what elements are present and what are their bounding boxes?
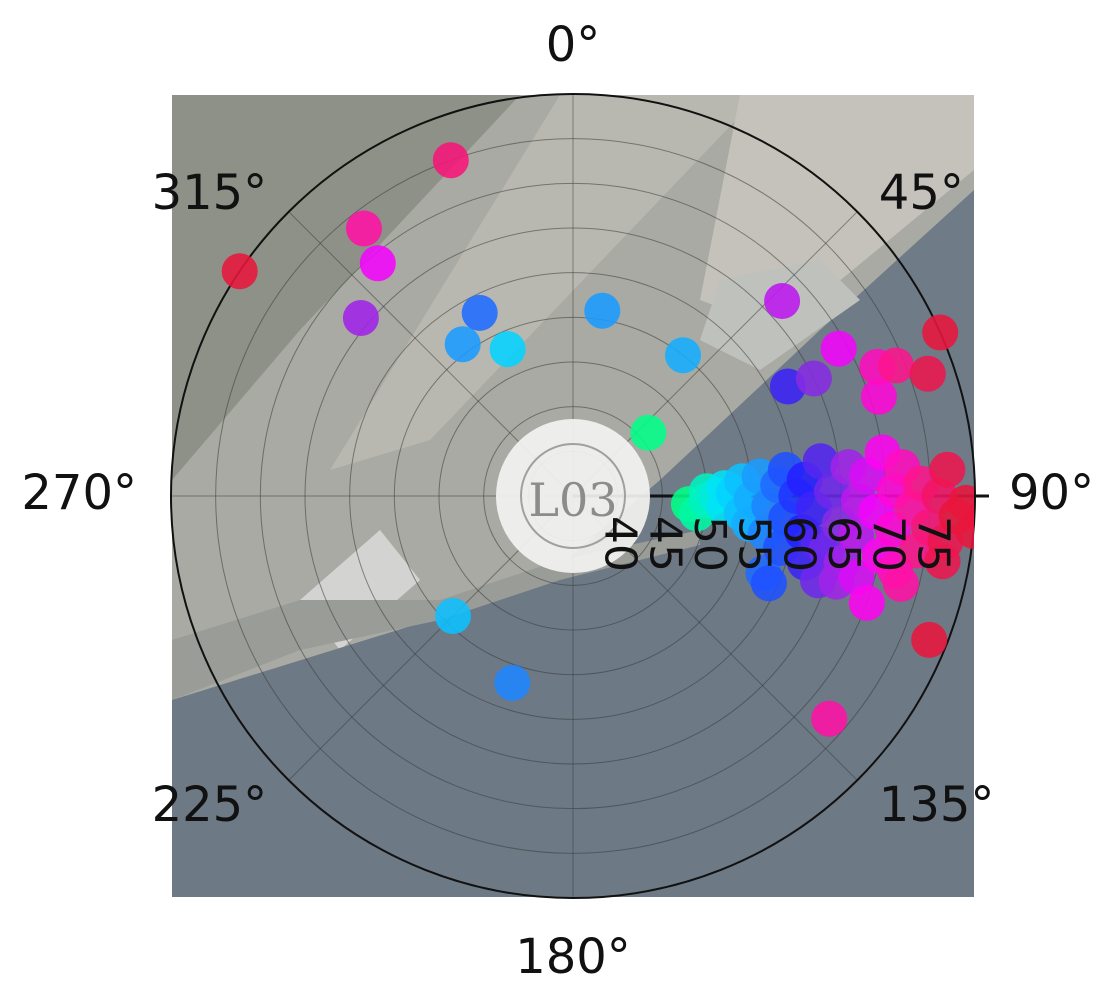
data-point-24 <box>811 700 848 737</box>
data-point-9 <box>764 283 801 319</box>
angular-tick-label-45: 45° <box>879 165 964 221</box>
angular-tick-label-90: 90° <box>1009 465 1094 521</box>
radial-tick-label-60: 60 <box>773 516 824 572</box>
angular-tick-label-315: 315° <box>152 165 268 221</box>
data-point-26 <box>494 664 531 701</box>
radial-tick-label-45: 45 <box>639 516 690 572</box>
data-point-17 <box>878 347 914 384</box>
data-point-11 <box>630 414 667 451</box>
angular-tick-labels: 0° 45° 90° 135° 180° 225° 270° 315° <box>21 17 1094 985</box>
data-point-13 <box>922 314 959 351</box>
marker-ring <box>520 443 626 549</box>
angular-tick-label-0: 0° <box>546 17 601 73</box>
marker-label: L03 <box>528 473 617 527</box>
angular-tick-label-135: 135° <box>879 777 995 833</box>
data-point-21 <box>911 621 948 658</box>
data-point-57 <box>838 517 875 554</box>
data-point-6 <box>444 326 481 363</box>
data-point-4 <box>342 300 379 336</box>
data-point-51 <box>802 443 839 480</box>
data-point-7 <box>489 331 526 368</box>
data-point-73 <box>929 451 966 488</box>
data-point-2 <box>359 245 396 282</box>
angular-tick-label-180: 180° <box>515 929 631 985</box>
data-point-25 <box>435 598 471 634</box>
data-point-0 <box>432 142 469 179</box>
radial-tick-label-70: 70 <box>863 516 914 572</box>
data-point-79 <box>848 584 885 621</box>
data-point-3 <box>221 253 258 290</box>
data-point-15 <box>795 360 832 397</box>
data-point-12 <box>820 330 857 367</box>
radial-tick-label-55: 55 <box>729 516 780 572</box>
data-points <box>221 142 974 737</box>
radial-tick-label-75: 75 <box>907 516 958 572</box>
radial-tick-label-50: 50 <box>684 516 735 572</box>
data-point-80 <box>882 565 919 602</box>
radial-tick-label-65: 65 <box>818 516 869 572</box>
data-point-81 <box>924 543 961 580</box>
data-point-5 <box>461 294 498 331</box>
data-point-10 <box>665 337 701 374</box>
center-marker: L03 <box>496 419 650 573</box>
marker-outer-disc <box>496 419 650 573</box>
data-point-18 <box>909 355 946 392</box>
data-point-1 <box>346 210 382 247</box>
angular-tick-label-270: 270° <box>21 465 137 521</box>
data-point-8 <box>584 292 621 329</box>
angular-tick-label-225: 225° <box>152 777 268 833</box>
data-point-20 <box>965 502 974 533</box>
radial-tick-label-40: 40 <box>595 516 646 572</box>
data-point-19 <box>860 378 897 415</box>
data-point-22 <box>750 565 787 602</box>
